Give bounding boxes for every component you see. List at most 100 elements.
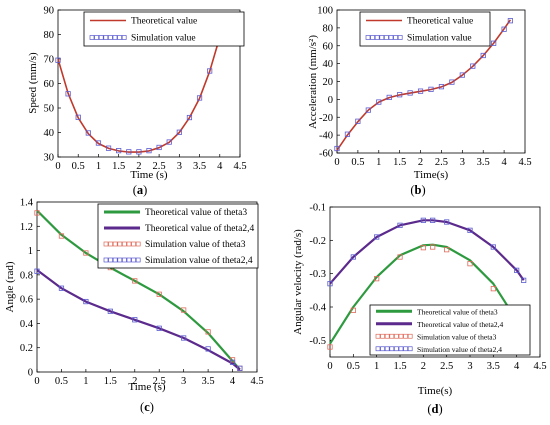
series-marker	[75, 114, 81, 120]
series-marker	[514, 267, 520, 273]
series-marker	[58, 285, 65, 291]
series-marker	[196, 95, 203, 101]
series-marker	[126, 149, 132, 155]
series-marker	[420, 217, 426, 223]
x-tick-label: 3	[467, 361, 472, 372]
series-marker	[521, 277, 527, 283]
legend-marker	[135, 257, 141, 263]
x-tick-label: 4.5	[518, 157, 531, 168]
series-marker	[501, 26, 507, 32]
series-marker	[156, 291, 162, 297]
series-marker	[83, 298, 89, 305]
panel-a: 0 0.5 1 1.5 2 2.5 3 3.5 4 4.5 30 40 50 60 70 80 90 Time (…	[27, 6, 247, 198]
legend-marker	[403, 346, 408, 352]
legend-marker	[126, 257, 132, 263]
series-marker	[444, 219, 450, 225]
legend-marker	[108, 257, 113, 263]
y-tick-label: 50	[44, 104, 55, 115]
legend-marker	[398, 346, 404, 352]
series-marker	[480, 52, 486, 59]
series-marker	[397, 222, 403, 228]
legend-label: Theoretical value of theta3	[417, 307, 498, 316]
panel-letter: d	[432, 402, 439, 416]
x-tick-label: 0	[55, 161, 60, 172]
legend-marker	[112, 35, 118, 40]
legend-marker	[122, 241, 127, 247]
series-marker	[365, 107, 371, 113]
legend-box	[83, 11, 245, 47]
legend-marker	[384, 333, 390, 339]
series-marker	[116, 148, 122, 154]
series-marker	[55, 57, 61, 63]
legend-marker	[131, 241, 136, 247]
legend-marker	[394, 346, 399, 352]
x-tick-label: 3.5	[202, 376, 215, 387]
x-tick-label: 0.5	[55, 376, 68, 387]
series-marker	[176, 129, 182, 135]
series-marker	[166, 139, 172, 145]
series-marker	[420, 245, 426, 251]
series-marker	[376, 99, 382, 105]
legend-marker	[108, 35, 113, 40]
panel-letter: a	[137, 183, 144, 197]
series-marker	[205, 329, 211, 335]
y-tick-label: 40	[44, 128, 55, 139]
legend-marker	[379, 35, 385, 40]
series-marker	[65, 91, 71, 97]
y-tick-label: 30	[44, 153, 55, 164]
series-marker	[207, 68, 213, 74]
x-tick-label: 4	[501, 157, 507, 168]
y-tick-label: 1.4	[20, 198, 34, 209]
series-marker	[430, 244, 436, 250]
x-tick-label: 2	[136, 161, 141, 172]
legend-label: Theoretical value of theta2,4	[417, 320, 503, 329]
series-line	[36, 269, 241, 371]
x-tick-label: 3.5	[193, 161, 206, 172]
legend-marker	[122, 257, 127, 263]
legend-marker	[121, 35, 127, 40]
legend-marker	[389, 346, 395, 352]
series-marker	[132, 278, 138, 284]
legend-marker	[384, 346, 390, 352]
y-tick-label: 40	[323, 59, 334, 70]
legend-marker	[108, 241, 113, 247]
legend-marker	[117, 241, 123, 247]
legend-marker	[117, 35, 122, 40]
series-marker	[34, 210, 40, 216]
x-tick-label: 4.5	[233, 161, 246, 172]
legend-marker	[374, 35, 380, 40]
series-line	[329, 219, 525, 285]
y-tick-label: 60	[323, 41, 334, 52]
legend-marker	[388, 35, 394, 40]
y-tick-label: 0.2	[20, 343, 33, 354]
legend-marker	[126, 241, 132, 247]
legend-label: Simulation value	[407, 34, 472, 44]
plot-frame	[36, 201, 258, 373]
series-marker	[507, 18, 513, 24]
y-tick-label: 0	[28, 368, 33, 379]
y-tick-label: -0.3	[309, 269, 326, 280]
legend-marker	[112, 241, 118, 247]
series-marker	[374, 276, 380, 282]
series-marker	[83, 250, 89, 256]
panel-c: 0 0.5 1 1.5 2 2.5 3 3.5 4 4.5 0 0.2 0.4 0.6 0.8 1 1.2 1.4…	[4, 198, 264, 415]
y-tick-label: 20	[323, 77, 334, 88]
legend-marker	[407, 333, 413, 339]
legend-marker	[403, 333, 408, 339]
series-marker	[95, 140, 102, 146]
series-marker	[449, 79, 455, 85]
x-tick-label: 1.5	[104, 376, 117, 387]
legend-marker	[407, 346, 413, 352]
series-marker	[181, 307, 187, 313]
legend-marker	[98, 35, 104, 40]
y-tick-label: 80	[323, 23, 334, 34]
series-marker	[334, 145, 340, 152]
legend-box	[97, 203, 259, 269]
x-tick-label: 3	[177, 161, 182, 172]
x-axis-label: Time (s)	[128, 381, 166, 393]
panel-d: 0 0.5 1 1.5 2 2.5 3 3.5 4 4.5 -0.5 -0.4 -0.3 -0.2 -0.1…	[292, 203, 547, 417]
panel-letter: c	[144, 400, 150, 414]
legend-marker	[112, 257, 118, 263]
x-tick-label: 2	[421, 361, 426, 372]
y-tick-label: 0	[328, 95, 333, 106]
